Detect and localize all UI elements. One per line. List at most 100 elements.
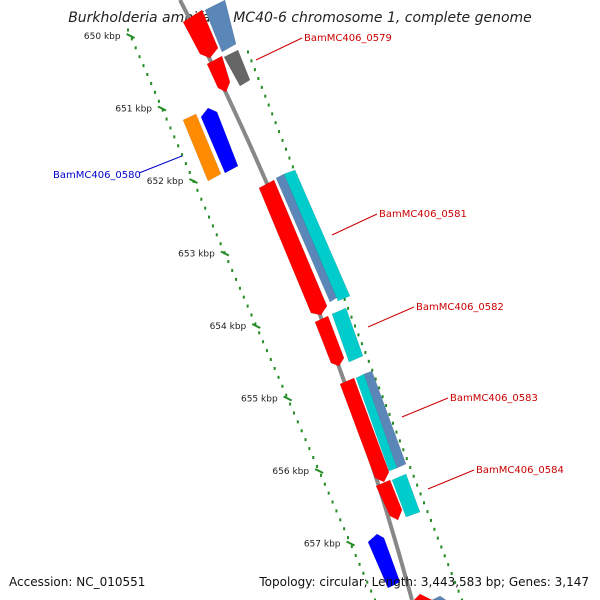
gc-dot	[130, 37, 133, 41]
gc-dot	[319, 473, 322, 477]
tick-label: 650 kbp	[84, 32, 121, 42]
gene-arrow[interactable]	[375, 479, 403, 521]
gc-dot	[374, 377, 377, 381]
gc-dot	[265, 349, 268, 353]
gc-dot	[215, 233, 218, 237]
leader-line-0581	[331, 213, 378, 236]
gc-dot	[289, 402, 292, 406]
gc-dot	[184, 162, 187, 166]
gene-arrow[interactable]	[363, 370, 407, 469]
gene-arrow[interactable]	[206, 55, 231, 93]
gc-dot	[381, 395, 384, 399]
gc-dot	[274, 121, 277, 125]
tick-mark	[220, 250, 230, 257]
gene-arrow[interactable]	[431, 595, 447, 600]
gene-arrow[interactable]	[223, 49, 251, 87]
gene-label-0582[interactable]: BamMC406_0582	[416, 302, 504, 313]
gene-label-0583[interactable]: BamMC406_0583	[450, 393, 538, 404]
gene-arrow[interactable]	[200, 107, 239, 174]
gc-dot	[204, 206, 207, 210]
gc-dot	[300, 429, 303, 433]
tick-label: 652 kbp	[147, 177, 184, 187]
gc-dot	[426, 510, 429, 514]
gene-arrow[interactable]	[367, 533, 401, 589]
gc-dot	[264, 94, 267, 98]
tick-mark	[188, 178, 198, 184]
gc-dot	[211, 224, 214, 228]
gc-dot	[316, 464, 319, 468]
tick-label: 651 kbp	[115, 105, 152, 115]
gene-arrow[interactable]	[182, 9, 219, 59]
gene-arrow[interactable]	[314, 315, 345, 367]
tick-mark	[126, 33, 136, 39]
gene-labels: BamMC406_0579 BamMC406_0580 BamMC406_058…	[53, 33, 564, 476]
gc-dot	[291, 165, 294, 169]
gene-label-0579[interactable]: BamMC406_0579	[304, 33, 392, 44]
gc-dot	[253, 68, 256, 72]
gc-dot	[227, 260, 230, 264]
gc-dot	[146, 73, 149, 77]
gc-dot	[235, 277, 238, 281]
gene-arrow[interactable]	[283, 169, 351, 302]
gc-dot	[433, 527, 436, 531]
gc-dot	[429, 518, 432, 522]
gc-dot	[157, 99, 160, 103]
gc-dot	[378, 386, 381, 390]
gc-dot	[350, 315, 353, 319]
gc-dot	[327, 491, 330, 495]
gc-dot	[177, 144, 180, 148]
gc-dot	[292, 411, 295, 415]
gc-dot	[358, 562, 361, 566]
gc-dot	[323, 482, 326, 486]
tick-label: 654 kbp	[210, 322, 247, 332]
gene-label-0580[interactable]: BamMC406_0580	[53, 170, 141, 181]
tick-label: 657 kbp	[304, 540, 341, 550]
gene-arrow[interactable]	[339, 377, 390, 483]
gc-dot	[331, 500, 334, 504]
tick-layer: 650 kbp 651 kbp 652 kbp 653 kbp 654 kbp 655 k…	[84, 32, 355, 550]
gc-dot	[260, 85, 263, 89]
gc-dots-right	[247, 50, 463, 600]
leader-line-0580	[138, 155, 183, 174]
gc-dot	[250, 59, 253, 63]
gc-dot	[200, 197, 203, 201]
gc-dot	[267, 103, 270, 107]
gc-dot	[388, 412, 391, 416]
gc-dot	[219, 242, 222, 246]
gc-dot	[347, 306, 350, 310]
gc-dot	[127, 28, 129, 32]
gc-dot	[350, 545, 353, 549]
gene-layer	[182, 0, 447, 600]
gc-dot	[416, 483, 419, 487]
gc-dot	[273, 366, 276, 370]
gene-arrow[interactable]	[182, 113, 222, 182]
gene-label-0581[interactable]: BamMC406_0581	[379, 209, 467, 220]
gc-dot	[165, 117, 168, 121]
gene-arrow[interactable]	[331, 307, 364, 363]
gc-dot	[405, 457, 408, 461]
gc-dot	[250, 313, 253, 317]
gc-dot	[142, 64, 145, 68]
gc-dot	[440, 545, 443, 549]
gene-arrow[interactable]	[204, 0, 237, 53]
gc-dot	[242, 295, 245, 299]
gc-dot	[339, 518, 342, 522]
gc-dot	[454, 580, 457, 584]
leader-line-0582	[367, 306, 415, 328]
gc-dot	[385, 404, 388, 408]
gene-arrow[interactable]	[413, 593, 433, 600]
gc-dot	[161, 108, 164, 112]
tick-label: 656 kbp	[272, 467, 309, 477]
tick-mark	[346, 540, 355, 547]
gc-dot	[208, 215, 211, 219]
gc-dot	[134, 46, 137, 50]
tick-mark	[314, 468, 324, 474]
gc-dot	[370, 589, 373, 593]
gc-dot	[296, 420, 299, 424]
gene-label-0584[interactable]: BamMC406_0584	[476, 465, 564, 476]
gc-dot	[312, 456, 315, 459]
gc-dot	[367, 359, 370, 363]
gc-dot	[457, 589, 460, 593]
gene-arrow[interactable]	[391, 473, 421, 518]
gene-arrow[interactable]	[258, 179, 328, 316]
